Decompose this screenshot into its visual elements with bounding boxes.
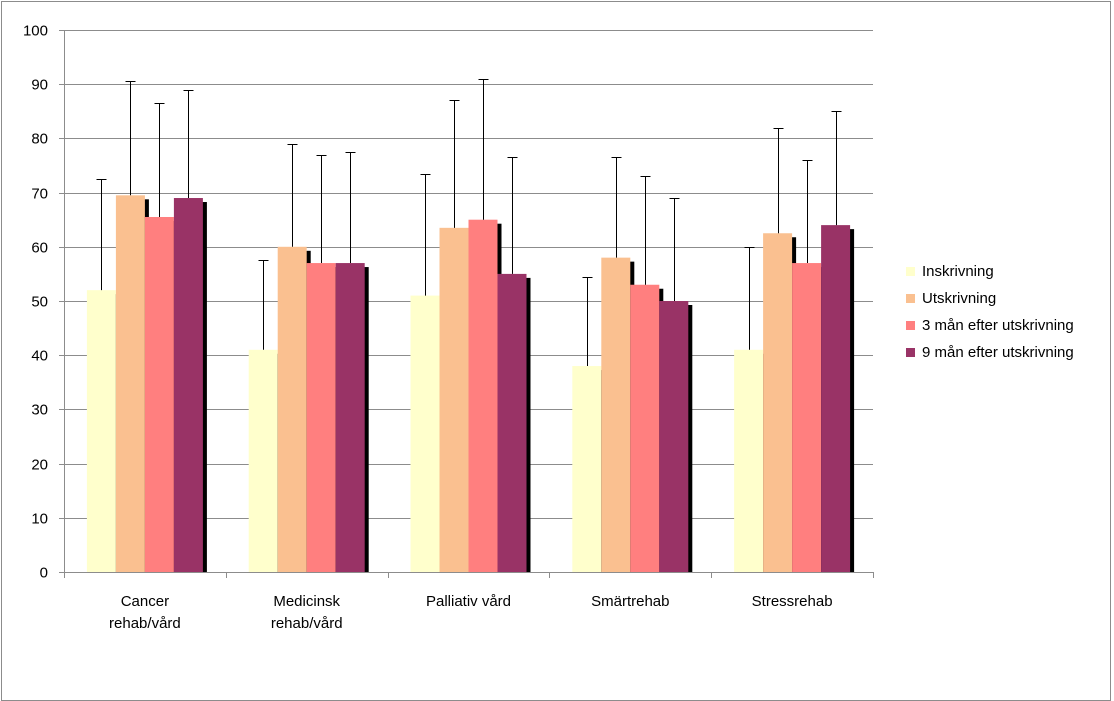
bar	[86, 290, 116, 572]
x-tick-label: Stressrehab	[752, 593, 833, 610]
error-bars	[96, 79, 842, 367]
bar	[659, 301, 689, 572]
legend-swatch	[906, 348, 915, 357]
bar	[335, 263, 365, 572]
y-tick-label: 20	[31, 457, 48, 474]
axes: 0 10 20 30 40 50 60 70 80 90 100 Cancer rehab/vård Me…	[23, 23, 874, 632]
bar	[248, 349, 278, 572]
legend-label: Inskrivning	[922, 263, 994, 280]
bar	[792, 263, 822, 572]
legend: Inskrivning Utskrivning 3 mån efter utskri…	[906, 263, 1074, 361]
bar-chart: 0 10 20 30 40 50 60 70 80 90 100 Cancer rehab/vård Me…	[23, 23, 1074, 633]
bar	[734, 349, 764, 572]
x-tick-label: Cancer rehab/vård	[109, 593, 181, 632]
bar	[277, 246, 307, 573]
bar	[306, 263, 336, 572]
y-tick-label: 10	[31, 511, 48, 528]
bars	[86, 195, 855, 573]
bar	[497, 273, 527, 572]
bar	[821, 225, 851, 572]
y-tick-label: 60	[31, 240, 48, 257]
legend-swatch	[906, 294, 915, 303]
bar	[173, 198, 203, 572]
bar	[439, 227, 469, 572]
bar	[572, 366, 602, 572]
y-tick-label: 40	[31, 348, 48, 365]
y-tick-label: 70	[31, 186, 48, 203]
legend-swatch	[906, 321, 915, 330]
legend-swatch	[906, 267, 915, 276]
legend-label: Utskrivning	[922, 290, 996, 307]
y-tick-label: 100	[23, 23, 48, 40]
legend-label: 3 mån efter utskrivning	[922, 317, 1074, 334]
legend-label: 9 mån efter utskrivning	[922, 344, 1074, 361]
bar	[410, 295, 440, 572]
x-tick-label: Medicinsk rehab/vård	[271, 593, 343, 632]
y-tick-label: 30	[31, 402, 48, 419]
y-tick-label: 0	[40, 565, 48, 582]
bar	[468, 219, 498, 572]
y-tick-label: 90	[31, 77, 48, 94]
y-tick-label: 50	[31, 294, 48, 311]
y-tick-label: 80	[31, 131, 48, 148]
bar	[115, 195, 145, 572]
bar	[763, 233, 793, 572]
bar	[144, 216, 174, 573]
bar	[630, 284, 660, 572]
bar	[601, 257, 631, 572]
x-tick-label: Smärtrehab	[591, 593, 669, 610]
x-tick-label: Palliativ vård	[426, 593, 511, 610]
